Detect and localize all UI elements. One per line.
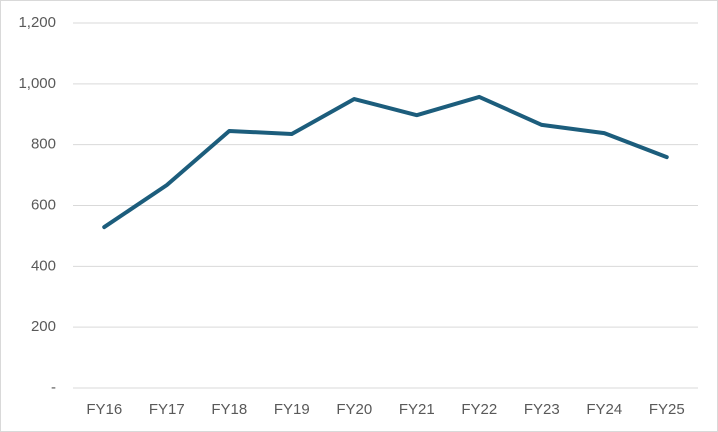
- x-tick-label: FY17: [149, 401, 185, 418]
- y-tick-label: 400: [31, 257, 56, 274]
- y-tick-label: 1,000: [18, 75, 56, 92]
- x-tick-label: FY18: [211, 401, 247, 418]
- x-tick-label: FY16: [86, 401, 122, 418]
- x-tick-label: FY22: [461, 401, 497, 418]
- y-tick-label: 1,200: [18, 14, 56, 31]
- y-tick-label: -: [51, 379, 56, 396]
- x-tick-label: FY25: [649, 401, 685, 418]
- data-line: [102, 94, 669, 230]
- x-tick-label: FY20: [336, 401, 372, 418]
- x-tick-label: FY19: [274, 401, 310, 418]
- x-tick-label: FY23: [524, 401, 560, 418]
- x-tick-label: FY24: [586, 401, 622, 418]
- y-tick-label: 600: [31, 196, 56, 213]
- x-tick-label: FY21: [399, 401, 435, 418]
- y-tick-label: 200: [31, 318, 56, 335]
- y-tick-label: 800: [31, 136, 56, 153]
